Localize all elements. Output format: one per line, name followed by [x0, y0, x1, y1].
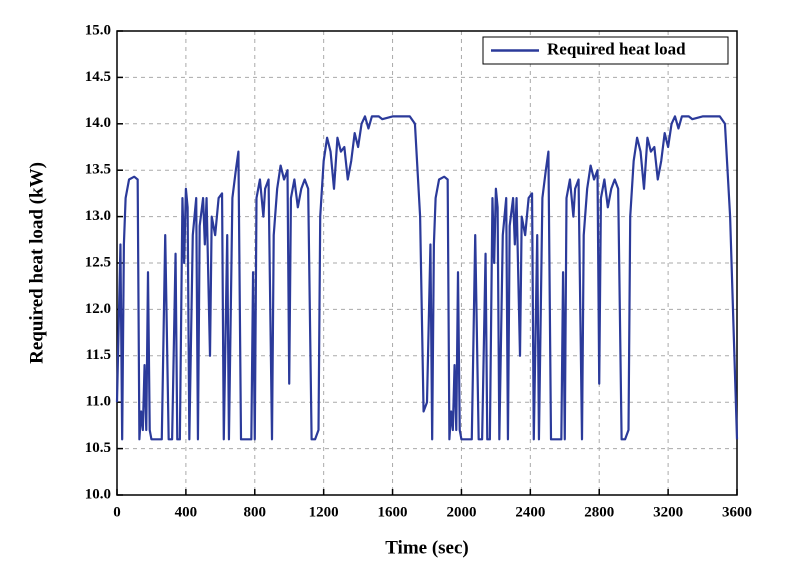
legend-label: Required heat load	[547, 39, 686, 58]
y-tick-label: 10.5	[85, 440, 111, 456]
x-tick-label: 3200	[653, 504, 683, 520]
x-tick-label: 1600	[378, 504, 408, 520]
y-tick-label: 11.0	[86, 394, 111, 410]
x-axis-label: Time (sec)	[385, 537, 469, 558]
y-axis-label: Required heat load (kW)	[26, 162, 47, 364]
x-tick-label: 0	[113, 504, 121, 520]
y-tick-label: 15.0	[85, 22, 111, 38]
y-tick-label: 12.0	[85, 301, 111, 317]
x-tick-label: 3600	[722, 504, 752, 520]
y-tick-label: 14.0	[85, 115, 111, 131]
y-tick-label: 13.5	[85, 162, 111, 178]
y-tick-label: 10.0	[85, 486, 111, 502]
y-tick-label: 13.0	[85, 208, 111, 224]
x-tick-label: 1200	[309, 504, 339, 520]
x-tick-label: 2000	[446, 504, 476, 520]
y-tick-label: 12.5	[85, 254, 111, 270]
x-tick-label: 2800	[584, 504, 614, 520]
y-tick-label: 11.5	[86, 347, 111, 363]
x-tick-label: 400	[175, 504, 198, 520]
y-tick-label: 14.5	[85, 69, 111, 85]
x-tick-label: 800	[244, 504, 267, 520]
plot-frame	[116, 30, 738, 496]
data-line	[115, 115, 739, 441]
x-tick-label: 2400	[515, 504, 545, 520]
